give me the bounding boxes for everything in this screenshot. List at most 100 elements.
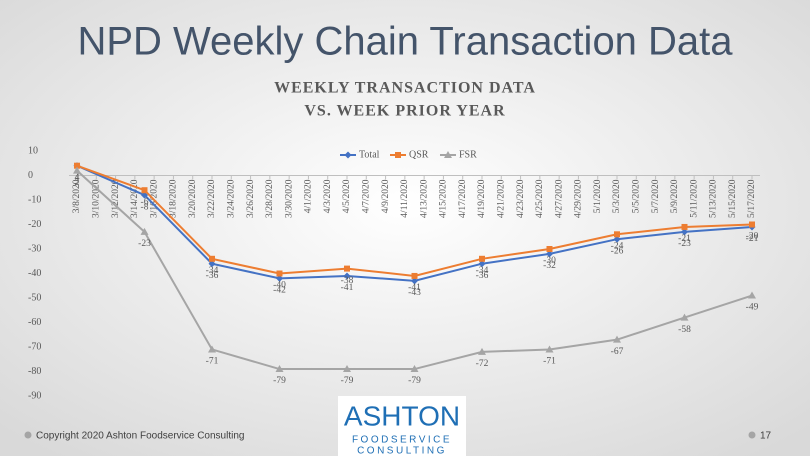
data-label: -32 [543, 261, 556, 271]
x-tick-label: 4/1/2020 [304, 179, 314, 213]
x-tick-label: 3/16/2020 [149, 179, 159, 218]
x-tick-label: 3/12/2020 [111, 179, 121, 218]
x-tick-label: 4/21/2020 [496, 179, 506, 218]
logo-box [338, 396, 466, 456]
y-tick-label: -40 [28, 268, 41, 279]
data-label: -23 [138, 239, 151, 249]
marker [141, 187, 148, 194]
data-label: -79 [273, 376, 286, 386]
data-label: -21 [678, 234, 691, 244]
data-label: -72 [476, 359, 489, 369]
marker [613, 235, 621, 243]
marker [276, 274, 283, 282]
marker [749, 221, 755, 228]
y-tick-label: -20 [28, 219, 41, 230]
data-label: 4 [75, 173, 80, 183]
marker [479, 255, 485, 262]
x-tick-label: 5/1/2020 [593, 179, 603, 213]
marker [545, 345, 554, 353]
marker [209, 255, 215, 262]
data-label: -41 [408, 283, 421, 293]
marker [140, 227, 149, 235]
data-label: -36 [206, 271, 219, 281]
marker [613, 335, 621, 343]
data-label: -34 [206, 266, 219, 276]
x-tick-label: 5/9/2020 [670, 179, 680, 213]
y-tick-label: -50 [28, 292, 41, 303]
x-tick-label: 4/29/2020 [574, 179, 584, 218]
data-label: -38 [341, 276, 354, 286]
page-number: 17 [760, 431, 772, 442]
marker [546, 246, 553, 252]
data-label: -41 [341, 283, 354, 293]
x-tick-label: 4/17/2020 [458, 179, 468, 218]
marker [411, 272, 418, 279]
data-label: -21 [746, 234, 759, 244]
y-tick-label: 0 [28, 170, 33, 181]
marker [276, 270, 283, 277]
logo-line: CONSULTING [357, 446, 447, 456]
marker [73, 166, 81, 174]
x-tick-label: 3/18/2020 [169, 179, 179, 218]
data-label: -71 [543, 357, 556, 367]
y-tick-label: -60 [28, 317, 41, 328]
marker [411, 277, 418, 285]
data-label: -67 [611, 347, 624, 357]
x-tick-label: 5/11/2020 [689, 179, 699, 217]
marker [546, 250, 553, 258]
x-tick-label: 4/9/2020 [381, 179, 391, 213]
data-label: -26 [611, 246, 624, 256]
marker [343, 272, 351, 280]
chart-title: WEEKLY TRANSACTION DATA [274, 80, 536, 97]
x-tick-label: 3/20/2020 [188, 179, 198, 218]
logo-name: ASHTON [344, 400, 460, 431]
data-label: -34 [476, 266, 489, 276]
data-label: -58 [678, 325, 691, 335]
marker [208, 260, 216, 268]
data-label: -49 [746, 303, 759, 313]
x-tick-label: 4/5/2020 [342, 179, 352, 213]
marker [478, 347, 486, 355]
y-tick-label: -70 [28, 341, 41, 352]
data-label: -43 [408, 288, 421, 298]
marker [681, 223, 688, 230]
marker [614, 231, 620, 238]
x-tick-label: 5/5/2020 [631, 179, 641, 213]
x-tick-label: 4/23/2020 [516, 179, 526, 218]
y-tick-label: -30 [28, 243, 41, 254]
copyright: Copyright 2020 Ashton Foodservice Consul… [36, 431, 244, 442]
marker [343, 365, 351, 373]
x-tick-label: 5/7/2020 [651, 179, 661, 213]
data-label: -6 [141, 197, 149, 207]
marker [748, 291, 756, 299]
data-label: -42 [273, 286, 286, 296]
data-label: -8 [141, 202, 149, 212]
legend-marker [344, 151, 352, 159]
x-tick-label: 3/26/2020 [246, 179, 256, 218]
y-tick-label: 10 [28, 145, 38, 156]
y-tick-label: -10 [28, 194, 41, 205]
x-tick-label: 4/7/2020 [361, 179, 371, 213]
data-label: -71 [206, 357, 219, 367]
legend-marker [444, 151, 452, 158]
marker [478, 260, 486, 268]
y-tick-label: -90 [28, 390, 41, 401]
x-tick-label: 3/14/2020 [130, 179, 140, 218]
data-label: -36 [476, 271, 489, 281]
x-tick-label: 4/11/2020 [400, 179, 410, 217]
marker [681, 228, 688, 236]
data-label: -79 [408, 376, 421, 386]
legend-label: FSR [459, 149, 477, 160]
x-tick-label: 4/19/2020 [477, 179, 487, 218]
x-tick-label: 4/3/2020 [323, 179, 333, 213]
x-tick-label: 4/15/2020 [439, 179, 449, 218]
data-label: -20 [746, 232, 759, 242]
marker [74, 162, 80, 169]
legend-marker [395, 152, 401, 158]
bullet [748, 431, 756, 439]
bullet [24, 431, 32, 439]
x-tick-label: 3/22/2020 [207, 179, 217, 218]
x-tick-label: 3/30/2020 [284, 179, 294, 218]
data-label: -79 [341, 376, 354, 386]
chart-subtitle: VS. WEEK PRIOR YEAR [304, 103, 505, 120]
